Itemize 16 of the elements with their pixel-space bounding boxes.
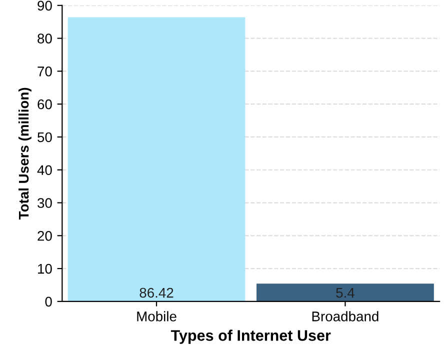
x-tick-label: Broadband xyxy=(312,311,378,322)
y-tick-label: 30 xyxy=(38,198,52,208)
y-tick-label: 50 xyxy=(38,132,52,142)
data-label: 86.42 xyxy=(140,288,174,298)
y-tick-label: 10 xyxy=(38,264,52,274)
y-axis-title: Total Users (million) xyxy=(18,88,32,220)
y-tick-label: 80 xyxy=(38,34,52,44)
y-tick-label: 90 xyxy=(38,0,52,11)
y-tick-label: 70 xyxy=(38,66,52,76)
data-label: 5.4 xyxy=(336,288,354,298)
y-tick-label: 60 xyxy=(38,99,52,110)
y-tick-label: 20 xyxy=(38,230,52,241)
x-axis-title: Types of Internet User xyxy=(170,330,331,344)
y-tick-label: 0 xyxy=(45,296,52,307)
y-tick-label: 40 xyxy=(37,165,52,176)
x-tick-label: Mobile xyxy=(137,311,176,322)
